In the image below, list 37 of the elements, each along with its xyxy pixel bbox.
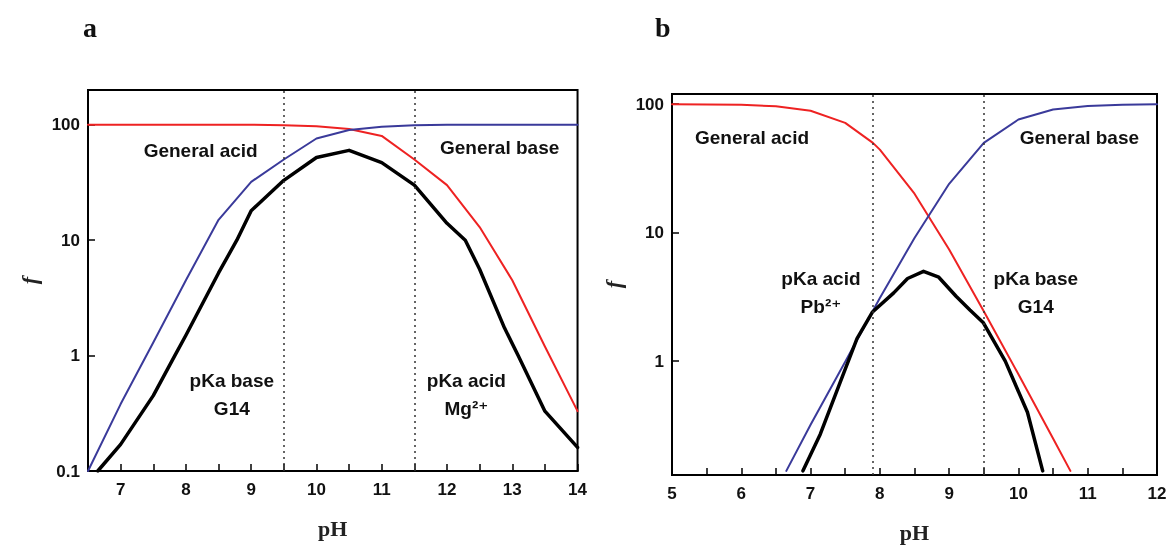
annotation: General base <box>439 136 560 158</box>
x-tick-label: 12 <box>1147 484 1167 503</box>
chart-title: a <box>83 11 97 43</box>
x-tick-label: 5 <box>667 484 677 503</box>
annotation: General acid <box>143 140 258 162</box>
x-tick-label: 11 <box>1078 484 1097 503</box>
x-tick-label: 10 <box>1008 484 1028 503</box>
annotation: General acid <box>694 127 810 149</box>
y-tick-label: 1 <box>654 351 664 371</box>
x-tick-label: 9 <box>944 484 954 503</box>
x-tick-label: 8 <box>181 480 191 499</box>
x-tick-label: 14 <box>568 480 588 499</box>
ref-line-label: pKa base G14 <box>189 370 275 420</box>
annotation: General base <box>1019 127 1140 149</box>
chart-title: b <box>655 11 671 43</box>
x-axis-title: pH <box>899 519 930 545</box>
x-tick-label: 13 <box>502 480 522 499</box>
x-tick-label: 7 <box>115 480 126 499</box>
y-tick-label: 10 <box>645 223 664 243</box>
y-tick-label: 100 <box>51 115 80 135</box>
y-tick-label: 0.1 <box>56 461 80 481</box>
x-tick-label: 10 <box>306 480 326 499</box>
y-axis-title: f <box>16 274 42 285</box>
y-tick-label: 10 <box>61 230 80 250</box>
y-tick-label: 100 <box>635 94 664 114</box>
y-tick-label: 1 <box>70 346 80 366</box>
x-tick-label: 6 <box>736 484 747 503</box>
y-axis-title: f <box>600 278 626 289</box>
x-tick-label: 7 <box>805 484 816 503</box>
x-tick-label: 11 <box>372 480 391 499</box>
x-tick-label: 8 <box>875 484 885 503</box>
ref-line-label: pKa acid Pb²⁺ <box>781 268 861 318</box>
x-axis-title: pH <box>318 515 348 541</box>
x-tick-label: 9 <box>246 480 256 499</box>
ref-line-label: pKa acid Mg²⁺ <box>426 370 506 420</box>
ref-line-label: pKa base G14 <box>993 268 1079 318</box>
x-tick-label: 12 <box>437 480 457 499</box>
